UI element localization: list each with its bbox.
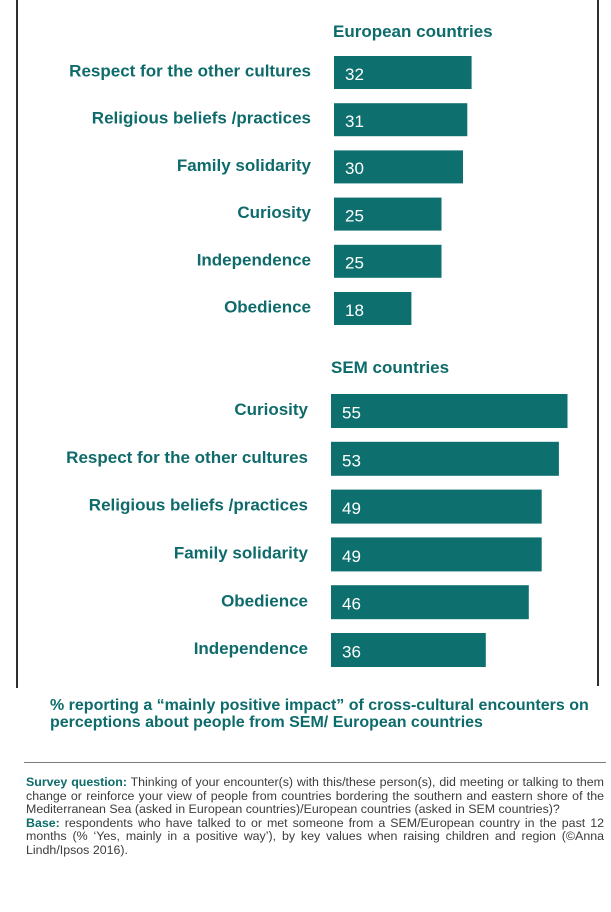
- survey-base-label: Base:: [26, 816, 60, 830]
- figure-caption: % reporting a “mainly positive impact” o…: [50, 697, 590, 731]
- value-label: 25: [345, 254, 364, 273]
- survey-note: Survey question: Thinking of your encoun…: [26, 776, 604, 858]
- value-label: 36: [342, 642, 361, 661]
- sem-chart-title: SEM countries: [331, 358, 449, 378]
- category-label: Curiosity: [234, 400, 308, 419]
- category-label: Obedience: [221, 591, 308, 610]
- bar: [331, 537, 542, 571]
- european-countries-chart: Respect for the other cultures 32 Religiou…: [0, 52, 611, 332]
- european-chart-title: European countries: [333, 22, 493, 42]
- category-label: Independence: [197, 250, 311, 269]
- category-label: Respect for the other cultures: [66, 448, 308, 467]
- sem-chart-svg: Curiosity 55 Respect for the other culture…: [0, 390, 611, 675]
- value-label: 55: [342, 403, 361, 422]
- value-label: 46: [342, 595, 361, 614]
- value-label: 49: [342, 547, 361, 566]
- category-label: Family solidarity: [177, 156, 312, 175]
- value-label: 30: [345, 159, 364, 178]
- category-label: Obedience: [224, 297, 311, 316]
- bar: [331, 394, 568, 428]
- category-label: Respect for the other cultures: [69, 61, 311, 80]
- value-label: 18: [345, 301, 364, 320]
- survey-base-paragraph: Base: respondents who have talked to or …: [26, 817, 604, 858]
- bar: [331, 442, 559, 476]
- bar: [331, 490, 542, 524]
- category-label: Independence: [194, 639, 308, 658]
- value-label: 32: [345, 65, 364, 84]
- european-chart-svg: Respect for the other cultures 32 Religiou…: [0, 52, 611, 332]
- survey-base-text: respondents who have talked to or met so…: [26, 816, 604, 857]
- category-label: Religious beliefs /practices: [89, 496, 308, 515]
- survey-question-label: Survey question:: [26, 775, 127, 789]
- value-label: 31: [345, 112, 364, 131]
- section-divider: [24, 762, 606, 763]
- survey-question-paragraph: Survey question: Thinking of your encoun…: [26, 776, 604, 817]
- category-label: Curiosity: [237, 203, 311, 222]
- value-label: 49: [342, 499, 361, 518]
- category-label: Religious beliefs /practices: [92, 109, 311, 128]
- category-label: Family solidarity: [174, 543, 309, 562]
- value-label: 25: [345, 206, 364, 225]
- value-label: 53: [342, 451, 361, 470]
- sem-countries-chart: Curiosity 55 Respect for the other culture…: [0, 390, 611, 675]
